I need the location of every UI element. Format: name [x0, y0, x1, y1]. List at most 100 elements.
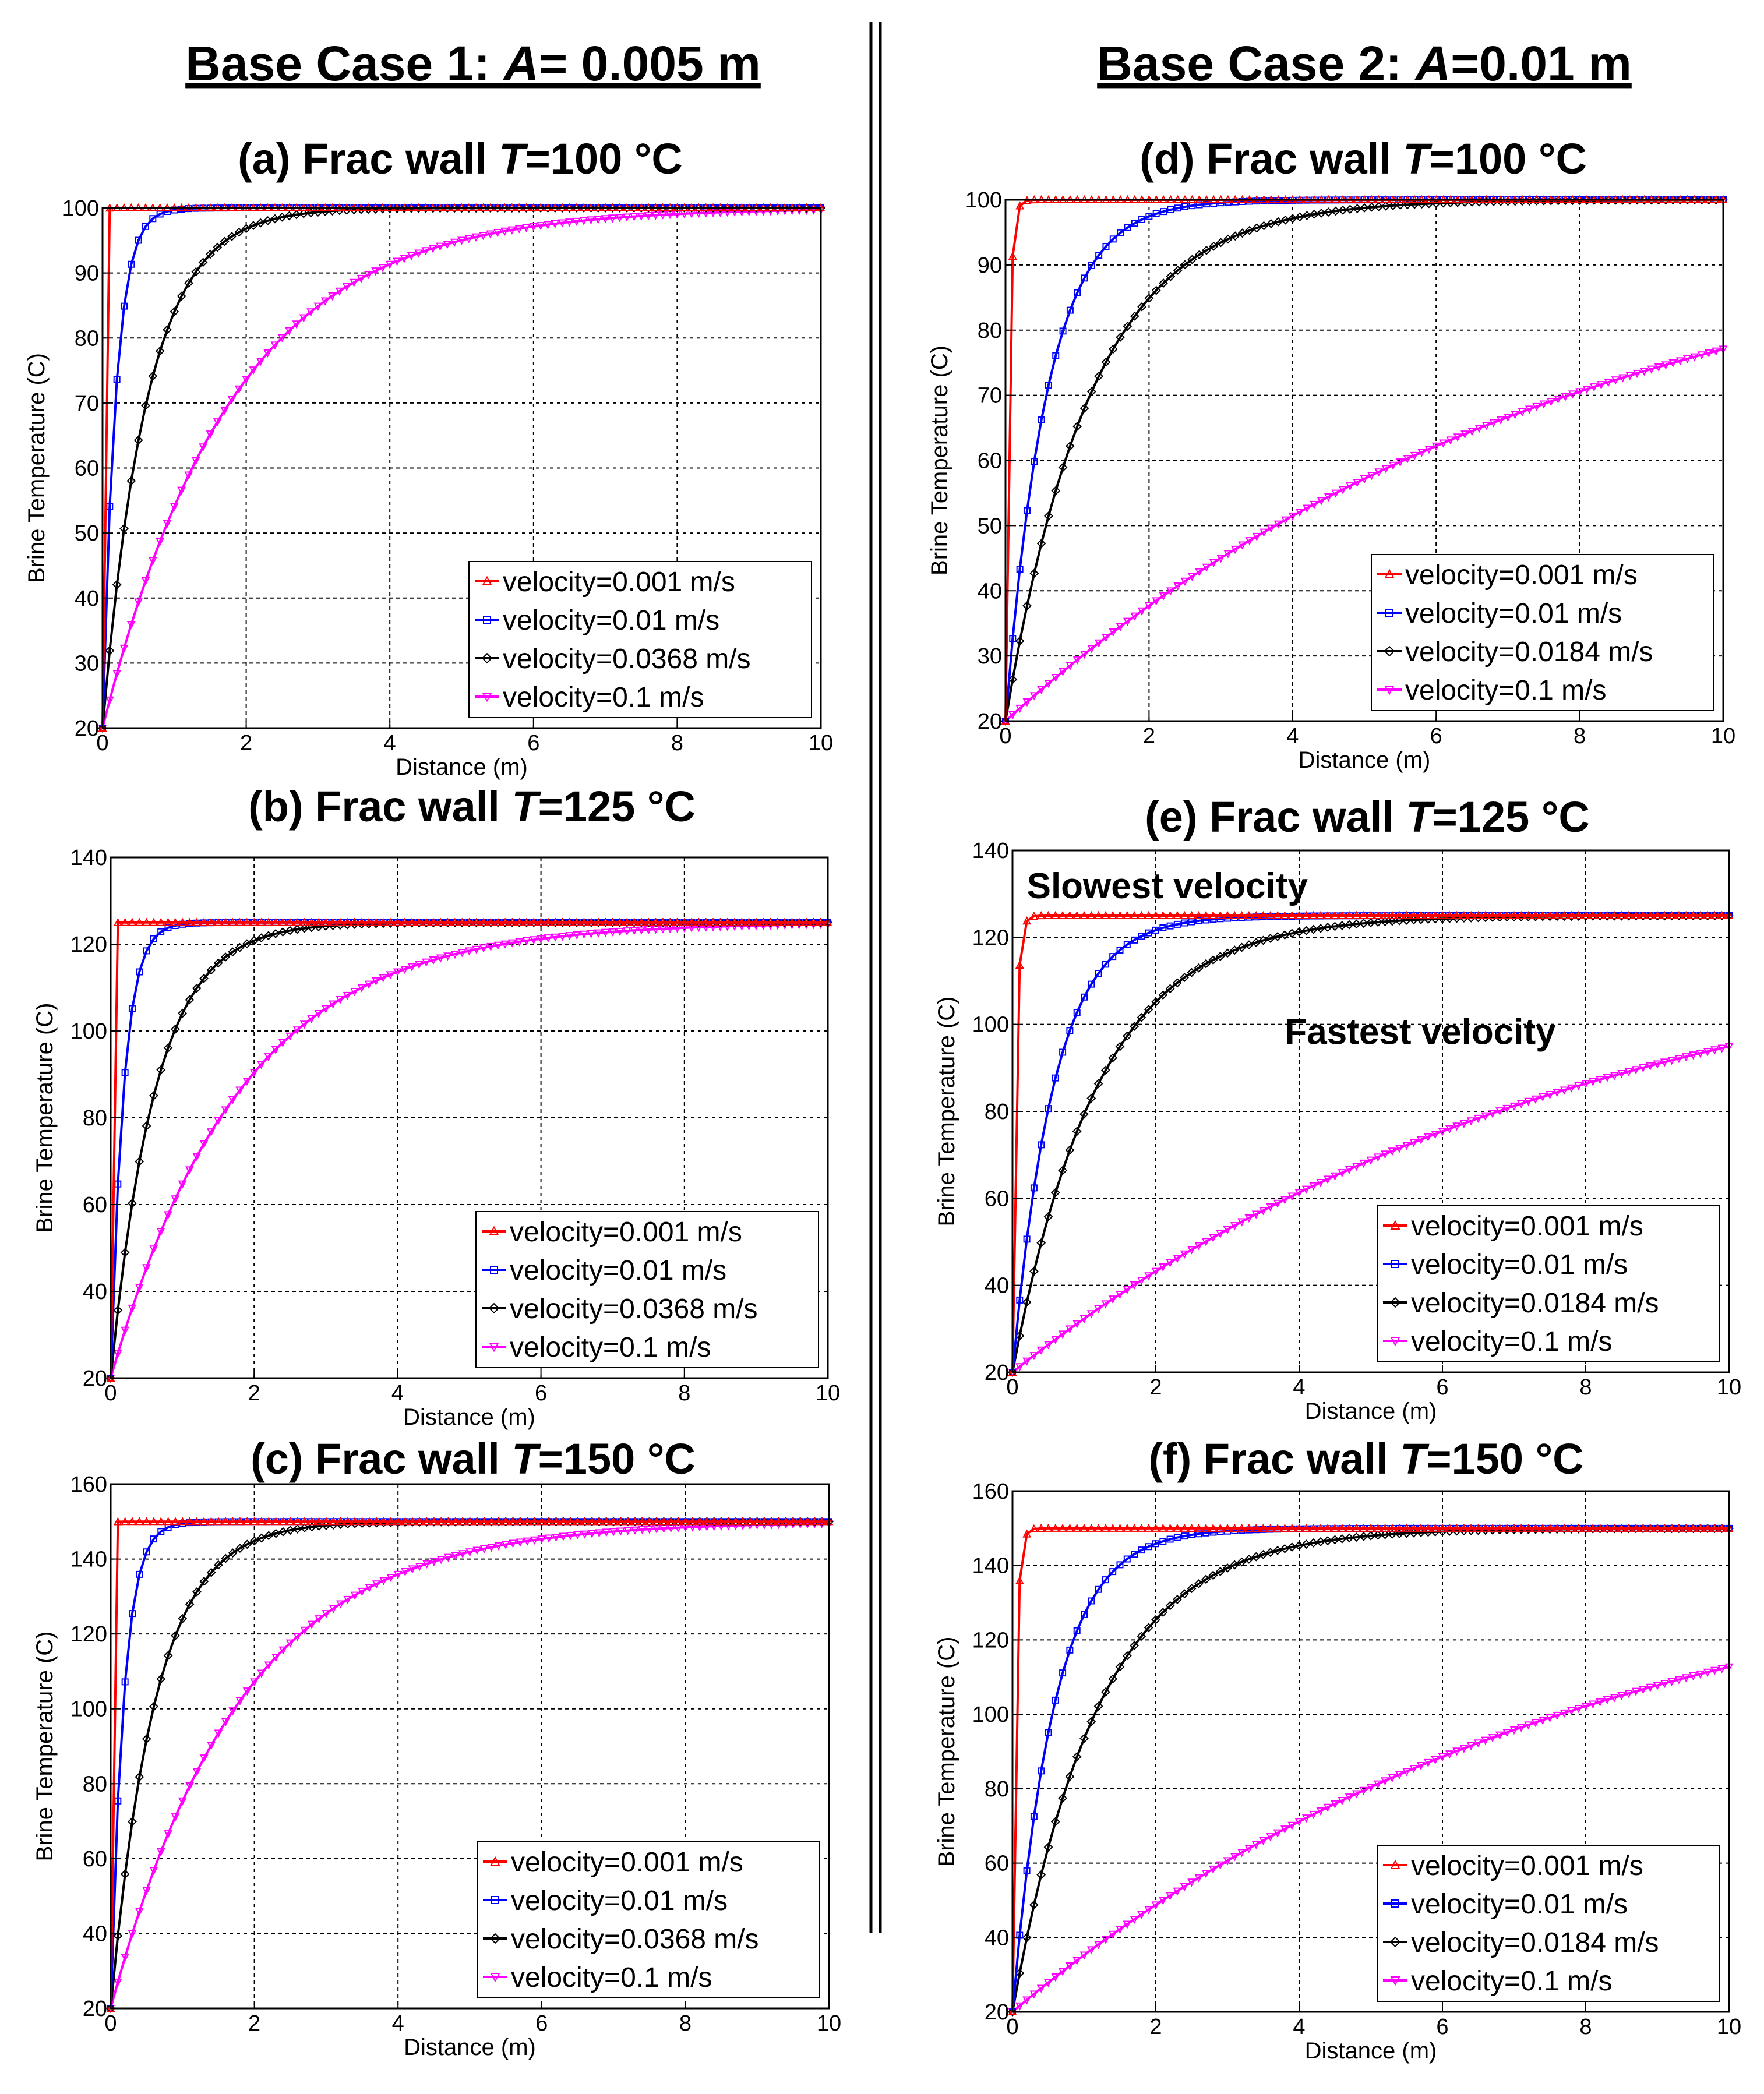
data-point [637, 917, 646, 926]
data-point [206, 249, 215, 259]
data-point [1315, 923, 1325, 933]
axes-frame [110, 1483, 830, 2010]
data-point [500, 227, 509, 236]
data-point [1108, 1930, 1117, 1939]
data-point [1152, 597, 1161, 606]
x-tick-label: 8 [679, 2011, 692, 2036]
data-point [1151, 1523, 1160, 1532]
data-point [1037, 686, 1046, 694]
data-point [156, 1227, 165, 1237]
data-point [1230, 1523, 1239, 1532]
data-point [1094, 1941, 1103, 1950]
data-point [1258, 935, 1268, 945]
data-point [1309, 209, 1319, 219]
data-point [1323, 1536, 1333, 1545]
data-point [1259, 1207, 1268, 1216]
data-point [723, 209, 732, 217]
data-point [121, 1954, 130, 1962]
data-point [1531, 1095, 1540, 1104]
data-point [1294, 927, 1304, 937]
data-point [1130, 1916, 1139, 1924]
data-point [1108, 1523, 1117, 1532]
data-point [1180, 973, 1190, 983]
data-point [645, 1526, 654, 1534]
data-point [1696, 910, 1705, 919]
chart-panel-d: (d) Frac wall T=100 °C0 2 4 6 8 1020304050607… [927, 135, 1735, 773]
data-point [1524, 1097, 1533, 1106]
y-tick-label: 40 [75, 587, 99, 611]
data-point [371, 267, 380, 276]
data-point [242, 1539, 252, 1549]
data-point [1366, 910, 1375, 919]
data-point [1102, 634, 1110, 642]
data-point [1108, 1674, 1118, 1684]
y-axis-label: Brine Temperature (C) [32, 1632, 58, 1862]
data-point [479, 944, 488, 953]
data-point [199, 1140, 209, 1149]
data-point [271, 928, 281, 938]
data-point [587, 216, 595, 225]
data-point [1137, 302, 1146, 312]
data-point [379, 1517, 388, 1526]
data-point [242, 1517, 252, 1526]
data-point [1423, 910, 1433, 919]
data-point [401, 1567, 410, 1577]
y-axis-label: Brine Temperature (C) [934, 997, 959, 1227]
data-point [1603, 1523, 1612, 1532]
y-tick-label: 60 [75, 457, 99, 481]
data-point [1431, 1756, 1440, 1765]
data-point [1252, 532, 1261, 542]
data-point [393, 1517, 403, 1526]
legend-box [475, 1211, 819, 1368]
legend-item-4: velocity=0.1 m/s [1383, 1966, 1612, 1997]
data-point [522, 917, 531, 926]
data-point [630, 1526, 640, 1535]
data-point [128, 1610, 136, 1618]
y-tick-label: 70 [75, 391, 99, 416]
data-point [1625, 372, 1635, 380]
legend-item-2: velocity=0.01 m/s [1383, 1889, 1628, 1920]
data-point [141, 577, 150, 586]
data-point [1388, 1523, 1397, 1532]
legend-label: velocity=0.001 m/s [511, 1847, 743, 1878]
data-point [658, 917, 668, 926]
data-point [1712, 347, 1721, 356]
data-point [336, 995, 345, 1005]
data-point [580, 1517, 590, 1526]
data-point [1681, 1523, 1691, 1532]
data-point [1538, 1717, 1547, 1725]
data-point [429, 956, 438, 965]
data-point [1308, 1538, 1318, 1548]
data-point [753, 1517, 762, 1526]
data-point [1287, 928, 1297, 938]
y-tick-label: 140 [70, 846, 107, 870]
data-point [184, 278, 193, 288]
data-point [608, 214, 617, 223]
data-point [1144, 1906, 1153, 1915]
legend-item-3: velocity=0.0368 m/s [482, 1294, 758, 1325]
y-tick-label: 120 [70, 933, 107, 957]
data-point [386, 971, 395, 980]
chart-annotation: Slowest velocity [1027, 866, 1308, 906]
data-point [199, 443, 208, 452]
data-point [143, 1548, 150, 1556]
data-point [157, 1528, 165, 1535]
data-point [1402, 1768, 1411, 1777]
data-point [493, 917, 503, 926]
data-point [1066, 1646, 1074, 1654]
data-point [1094, 372, 1104, 381]
data-point [307, 1517, 316, 1526]
data-point [149, 215, 157, 223]
data-point [285, 327, 294, 336]
data-point [1310, 500, 1319, 510]
x-tick-label: 6 [1436, 2015, 1448, 2039]
data-point [271, 1654, 280, 1662]
chart-title-prefix: (a) Frac wall [238, 135, 499, 183]
data-point [630, 1517, 640, 1526]
data-point [241, 224, 251, 234]
data-point [544, 1517, 553, 1526]
data-point [1539, 400, 1548, 409]
data-point [451, 1517, 460, 1526]
data-point [1123, 941, 1131, 948]
